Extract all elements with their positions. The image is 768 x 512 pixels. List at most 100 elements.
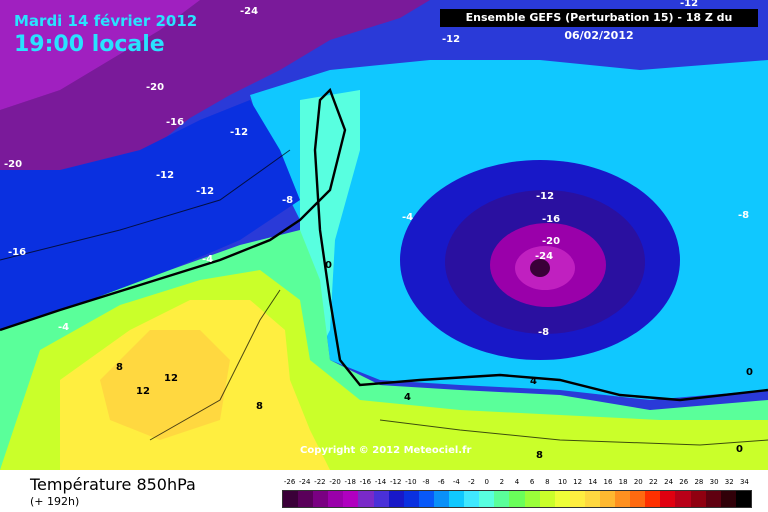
contour-label: 0 <box>746 367 753 378</box>
legend-swatch <box>584 491 600 507</box>
legend-label: -12 <box>389 478 402 486</box>
contour-label: 8 <box>256 401 263 412</box>
contour-label: -12 <box>196 186 214 197</box>
contour-label: -16 <box>8 247 26 258</box>
legend-swatch <box>449 491 465 507</box>
color-legend: -26 -24 -22 -20 -18 -16 -14 -12 -10 -8 -6 -4 -2 0 2 4 6 8… <box>282 478 752 508</box>
date-label: Mardi 14 février 2012 <box>14 12 198 30</box>
zero-isotherm-line <box>0 87 768 402</box>
contour-label: 4 <box>530 376 537 387</box>
legend-label: -6 <box>437 478 445 486</box>
contour-label: -20 <box>4 159 22 170</box>
legend-swatch <box>298 491 314 507</box>
legend-labels: -26 -24 -22 -20 -18 -16 -14 -12 -10 -8 -6 -4 -2 0 2 4 6 8… <box>282 478 752 488</box>
cold-region-magenta <box>0 0 200 110</box>
legend-label: 28 <box>694 478 704 486</box>
legend-label: -4 <box>452 478 460 486</box>
cold-region-blue <box>0 100 300 330</box>
legend-label: 34 <box>739 478 749 486</box>
legend-swatch <box>690 491 706 507</box>
forecast-hour: (+ 192h) <box>30 495 80 508</box>
contour-label: 12 <box>164 373 178 384</box>
legend-swatch <box>479 491 495 507</box>
legend-label: 22 <box>648 478 658 486</box>
legend-label: -14 <box>374 478 387 486</box>
contour-label: -16 <box>166 117 184 128</box>
contour-label: 12 <box>136 386 150 397</box>
contour-label: -8 <box>538 327 549 338</box>
contour-label: -8 <box>738 210 749 221</box>
legend-swatch <box>569 491 585 507</box>
contour-label: -4 <box>58 322 69 333</box>
legend-label: 10 <box>558 478 567 486</box>
contour-label: -16 <box>542 214 560 225</box>
model-run-label: Ensemble GEFS (Perturbation 15) - 18 Z d… <box>440 9 758 42</box>
contour-label: -4 <box>202 254 213 265</box>
legend-swatch <box>313 491 329 507</box>
contour-label: -12 <box>442 34 460 45</box>
legend-swatch <box>388 491 404 507</box>
legend-swatch <box>599 491 616 507</box>
contour-line <box>0 149 291 261</box>
contour-label: -20 <box>542 236 560 247</box>
legend-label: -22 <box>314 478 326 486</box>
contour-label: -24 <box>240 6 258 17</box>
legend-label: 18 <box>618 478 628 486</box>
legend-swatch <box>615 491 631 507</box>
legend-label: -10 <box>405 478 417 486</box>
temperature-map: -24 -12 -20 -16 -12 -20 -12 -12 -8 -16 -… <box>0 0 768 470</box>
legend-swatch <box>283 491 299 507</box>
contour-label: 8 <box>116 362 123 373</box>
legend-swatch <box>464 491 480 507</box>
legend-label: -24 <box>299 478 311 486</box>
legend-colorbar <box>282 490 752 508</box>
legend-label: -8 <box>422 478 430 486</box>
legend-swatch <box>675 491 691 507</box>
legend-label: 12 <box>573 478 583 486</box>
map-canvas: -24 -12 -20 -16 -12 -20 -12 -12 -8 -16 -… <box>0 0 768 470</box>
contour-label: -20 <box>146 82 164 93</box>
legend-label: 0 <box>484 478 489 486</box>
contour-label: -12 <box>536 191 554 202</box>
contour-label: -12 <box>230 127 248 138</box>
contour-line <box>149 289 281 441</box>
legend-swatch <box>660 491 676 507</box>
legend-swatch <box>328 491 344 507</box>
legend-label: -20 <box>329 478 341 486</box>
legend-swatch <box>373 491 389 507</box>
legend-label: 32 <box>724 478 734 486</box>
legend-label: -26 <box>283 478 296 486</box>
contour-label: -8 <box>282 195 293 206</box>
legend-label: 16 <box>603 478 613 486</box>
legend-swatch <box>554 491 570 507</box>
contour-label: 8 <box>536 450 543 461</box>
contour-label: -12 <box>156 170 174 181</box>
legend-swatch <box>358 491 374 507</box>
contour-line <box>379 419 768 446</box>
legend-swatch <box>403 491 419 507</box>
contour-label: 0 <box>736 444 743 455</box>
legend-label: 20 <box>633 478 643 486</box>
legend-swatch <box>418 491 434 507</box>
contour-label: 4 <box>404 392 411 403</box>
legend-swatch <box>645 491 661 507</box>
footer-bar: Température 850hPa (+ 192h) -26 -24 -22 -20… <box>0 470 768 512</box>
time-label: 19:00 locale <box>14 32 165 57</box>
legend-label: -2 <box>468 478 476 486</box>
legend-swatch <box>705 491 721 507</box>
legend-label: 2 <box>499 478 505 486</box>
legend-swatch <box>494 491 510 507</box>
legend-label: 8 <box>545 478 550 486</box>
contour-label: -12 <box>680 0 698 9</box>
contour-label: -24 <box>535 251 553 262</box>
legend-swatch <box>720 491 736 507</box>
legend-swatch <box>524 491 540 507</box>
legend-swatch <box>343 491 359 507</box>
contour-label: -4 <box>402 212 413 223</box>
copyright-text: Copyright © 2012 Meteociel.fr <box>300 445 472 456</box>
contour-label: 0 <box>325 260 332 271</box>
legend-swatch <box>433 491 450 507</box>
legend-swatch <box>539 491 555 507</box>
low-center <box>530 259 550 277</box>
legend-label: 24 <box>664 478 674 486</box>
